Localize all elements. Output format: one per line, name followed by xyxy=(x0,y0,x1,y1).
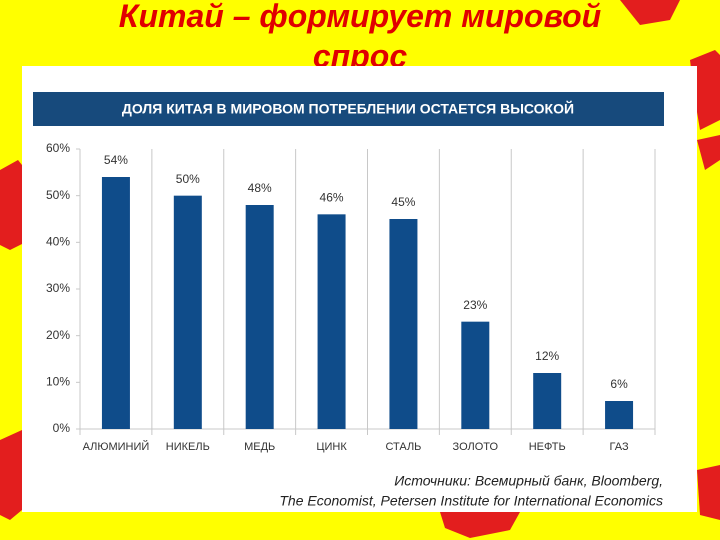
source-line: Источники: Всемирный банк, Bloomberg, xyxy=(394,473,663,489)
value-label: 6% xyxy=(610,377,628,391)
y-tick-label: 40% xyxy=(46,235,70,249)
value-label: 54% xyxy=(104,153,128,167)
x-tick-label: МЕДЬ xyxy=(244,441,275,453)
x-tick-label: ГАЗ xyxy=(610,441,629,453)
y-tick-label: 30% xyxy=(46,281,70,295)
value-label: 46% xyxy=(320,191,344,205)
y-tick-label: 50% xyxy=(46,188,70,202)
value-label: 48% xyxy=(248,181,272,195)
y-tick-label: 0% xyxy=(53,421,71,435)
chart-banner xyxy=(33,92,664,126)
x-tick-label: ЗОЛОТО xyxy=(453,441,499,453)
bar xyxy=(245,205,274,429)
bar xyxy=(317,214,346,429)
chart-panel xyxy=(22,66,697,512)
y-tick-label: 10% xyxy=(46,375,70,389)
slide-title: Китай – формирует мировой спрос xyxy=(118,0,602,74)
x-tick-label: НЕФТЬ xyxy=(529,441,566,453)
bar xyxy=(461,321,490,429)
value-label: 45% xyxy=(391,195,415,209)
bar xyxy=(533,373,562,429)
y-tick-label: 20% xyxy=(46,328,70,342)
value-label: 50% xyxy=(176,172,200,186)
chart-title: ДОЛЯ КИТАЯ В МИРОВОМ ПОТРЕБЛЕНИИ ОСТАЕТС… xyxy=(122,100,574,117)
bar xyxy=(389,219,418,429)
x-tick-label: СТАЛЬ xyxy=(385,441,421,453)
y-tick-label: 60% xyxy=(46,141,70,155)
bar xyxy=(173,195,202,429)
source-line: The Economist, Petersen Institute for In… xyxy=(279,493,663,509)
bar xyxy=(605,401,634,429)
x-tick-label: НИКЕЛЬ xyxy=(166,441,210,453)
x-tick-label: ЦИНК xyxy=(316,441,347,453)
value-label: 23% xyxy=(463,298,487,312)
bar xyxy=(101,177,130,429)
x-tick-label: АЛЮМИНИЙ xyxy=(83,440,150,453)
value-label: 12% xyxy=(535,349,559,363)
